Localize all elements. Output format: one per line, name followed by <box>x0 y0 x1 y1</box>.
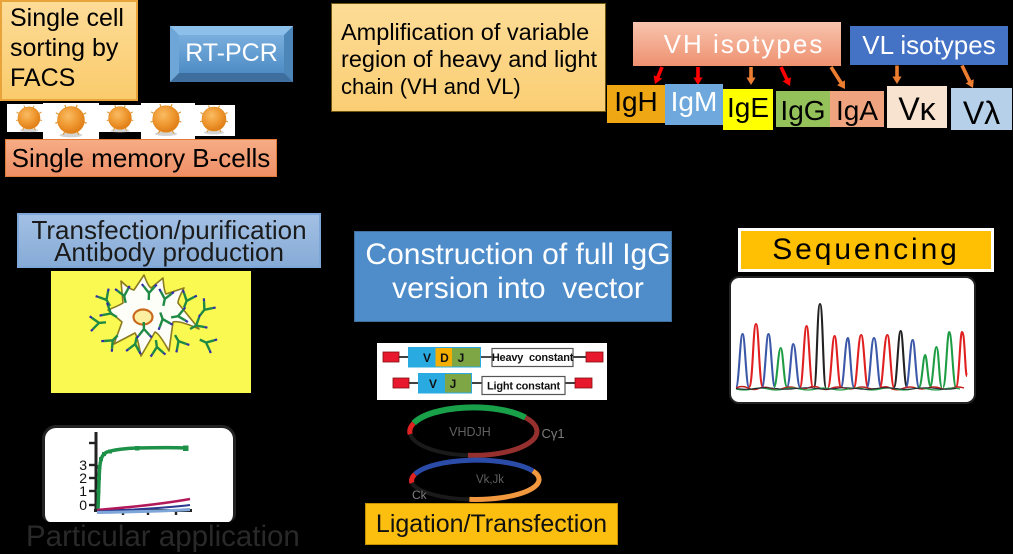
svg-text:VHDJH: VHDJH <box>449 425 491 439</box>
svg-text:Light constant: Light constant <box>487 381 561 393</box>
svg-text:1: 1 <box>79 483 87 499</box>
svg-text:V: V <box>429 377 437 391</box>
svg-text:D: D <box>440 351 449 365</box>
svg-text:Vk,Jk: Vk,Jk <box>476 474 504 486</box>
svg-text:2: 2 <box>79 470 87 486</box>
svg-text:J: J <box>450 377 457 391</box>
svg-text:Ck: Ck <box>412 488 428 502</box>
svg-text:Heavy constant: Heavy constant <box>492 352 574 364</box>
svg-text:V: V <box>423 351 431 365</box>
svg-text:3: 3 <box>79 457 87 473</box>
svg-text:Cγ1: Cγ1 <box>541 426 564 441</box>
svg-text:J: J <box>458 351 465 365</box>
svg-text:0: 0 <box>79 497 87 513</box>
